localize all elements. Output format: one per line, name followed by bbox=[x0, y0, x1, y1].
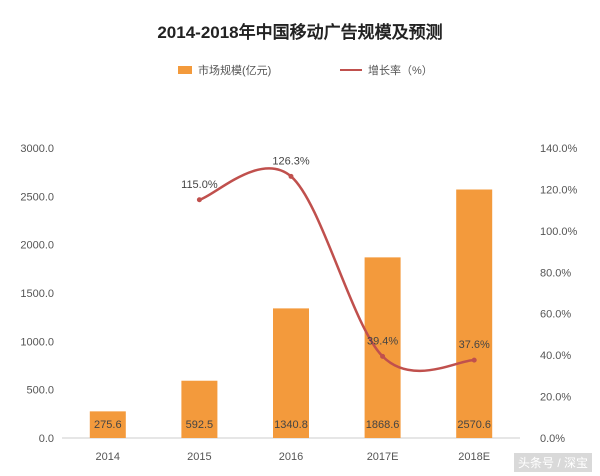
growth-rate-line bbox=[198, 167, 475, 373]
y-right-tick-label: 100.0% bbox=[540, 226, 578, 238]
watermark: 头条号 / 深宝 bbox=[513, 453, 592, 472]
y-right-tick-label: 60.0% bbox=[540, 309, 571, 321]
legend-item-bar: 市场规模(亿元) bbox=[178, 62, 271, 78]
x-tick-label: 2014 bbox=[96, 451, 120, 463]
line-point bbox=[380, 353, 386, 359]
bar bbox=[89, 411, 126, 438]
line-data-label: 126.3% bbox=[272, 155, 310, 167]
legend-swatch-line bbox=[340, 69, 362, 71]
legend-label-line: 增长率（%） bbox=[368, 65, 433, 77]
y-right-tick-label: 140.0% bbox=[540, 143, 578, 155]
x-tick-label: 2016 bbox=[279, 451, 303, 463]
y-right-tick-label: 80.0% bbox=[540, 267, 571, 279]
bar-data-label: 592.5 bbox=[186, 419, 214, 431]
bar-data-label: 275.6 bbox=[94, 419, 122, 431]
line-point bbox=[471, 357, 477, 363]
line-data-label: 37.6% bbox=[459, 339, 490, 351]
y-left-tick-label: 1500.0 bbox=[20, 288, 54, 300]
bar bbox=[364, 257, 401, 438]
x-tick-label: 2015 bbox=[187, 451, 211, 463]
y-left-tick-label: 500.0 bbox=[26, 385, 54, 397]
y-left-tick-label: 1000.0 bbox=[20, 336, 54, 348]
bar-data-label: 2570.6 bbox=[457, 419, 491, 431]
chart-title: 2014-2018年中国移动广告规模及预测 bbox=[157, 23, 443, 42]
line-point bbox=[288, 173, 294, 179]
legend-swatch-bar bbox=[178, 66, 192, 74]
y-left-tick-label: 0.0 bbox=[39, 433, 54, 445]
line-data-label: 115.0% bbox=[181, 179, 218, 191]
y-left-tick-label: 3000.0 bbox=[20, 143, 54, 155]
bar bbox=[181, 380, 218, 438]
chart-legend: 市场规模(亿元) 增长率（%） bbox=[0, 62, 600, 82]
x-tick-label: 2017E bbox=[367, 451, 399, 463]
y-left-tick-label: 2000.0 bbox=[20, 240, 54, 252]
legend-label-bar: 市场规模(亿元) bbox=[198, 65, 272, 77]
line-point bbox=[196, 197, 202, 203]
y-right-tick-label: 40.0% bbox=[540, 350, 571, 362]
y-left-tick-label: 2500.0 bbox=[20, 191, 54, 203]
y-right-tick-label: 0.0% bbox=[540, 433, 565, 445]
legend-item-line: 增长率（%） bbox=[340, 62, 433, 78]
bar-data-label: 1340.8 bbox=[274, 419, 308, 431]
bar bbox=[273, 308, 309, 438]
line-data-label: 39.4% bbox=[367, 335, 398, 347]
bar bbox=[456, 189, 493, 438]
y-right-tick-label: 120.0% bbox=[540, 184, 578, 196]
bar-data-label: 1868.6 bbox=[366, 419, 400, 431]
y-right-tick-label: 20.0% bbox=[540, 392, 571, 404]
x-tick-label: 2018E bbox=[458, 451, 490, 463]
